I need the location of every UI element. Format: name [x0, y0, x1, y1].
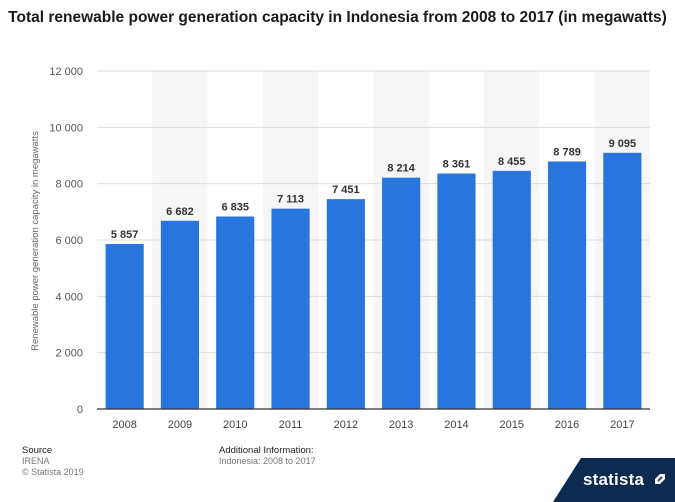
source-block: Source IRENA © Statista 2019 [22, 445, 84, 478]
additional-info-text: Indonesia: 2008 to 2017 [219, 456, 316, 466]
y-tick-label: 4 000 [55, 291, 83, 303]
statista-logo[interactable]: statista [553, 458, 675, 502]
x-tick-label: 2012 [334, 419, 358, 431]
chart-title: Total renewable power generation capacit… [8, 9, 667, 26]
data-label: 7 113 [277, 194, 304, 206]
bar [105, 244, 144, 409]
data-label: 6 682 [166, 206, 194, 218]
bar [271, 208, 310, 409]
y-tick-label: 10 000 [49, 122, 83, 134]
x-tick-label: 2008 [112, 419, 136, 431]
bar [160, 220, 200, 409]
data-label: 6 835 [221, 201, 249, 213]
y-tick-label: 0 [77, 404, 83, 416]
data-label: 8 214 [387, 163, 415, 175]
x-tick-label: 2014 [444, 419, 468, 431]
statista-arrow-icon [655, 474, 665, 484]
x-tick-label: 2016 [555, 419, 579, 431]
x-tick-label: 2011 [279, 419, 303, 431]
data-label: 8 789 [553, 146, 581, 158]
copyright: © Statista 2019 [22, 467, 84, 477]
additional-info-heading: Additional Information: [219, 445, 314, 456]
data-label: 7 451 [332, 184, 360, 196]
y-tick-label: 2 000 [55, 348, 83, 360]
y-tick-label: 8 000 [55, 179, 83, 191]
additional-info-block: Additional Information: Indonesia: 2008 … [219, 445, 316, 467]
data-label: 9 095 [609, 138, 637, 150]
bar [603, 152, 642, 410]
x-tick-label: 2013 [389, 419, 413, 431]
logo-wedge [553, 458, 581, 502]
y-tick-label: 6 000 [55, 235, 83, 247]
bar [382, 177, 421, 409]
data-label: 5 857 [111, 229, 139, 241]
data-label: 8 455 [498, 156, 526, 168]
bar [547, 161, 587, 409]
y-tick-label: 12 000 [49, 66, 83, 78]
x-tick-label: 2010 [223, 419, 247, 431]
logo-text: statista [583, 470, 645, 489]
bar [492, 170, 531, 409]
bar [216, 216, 255, 409]
x-tick-label: 2009 [168, 419, 192, 431]
source-heading: Source [22, 445, 53, 456]
data-label: 8 361 [443, 158, 471, 170]
x-tick-label: 2015 [500, 419, 524, 431]
bar [326, 199, 365, 409]
x-tick-label: 2017 [610, 419, 634, 431]
bar-chart: 0 2 000 4 000 6 000 8 000 10 000 12 000 Renewab… [30, 66, 650, 431]
bar [437, 173, 476, 409]
source-name: IRENA [22, 456, 50, 466]
y-axis-label: Renewable power generation capacity in m… [30, 131, 41, 351]
